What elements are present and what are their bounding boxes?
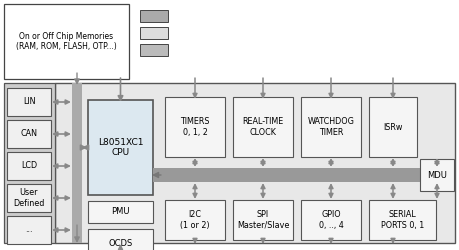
Bar <box>55 83 454 243</box>
Text: SPI
Master/Slave: SPI Master/Slave <box>236 210 289 230</box>
Text: L8051XC1
CPU: L8051XC1 CPU <box>98 138 143 157</box>
Text: OCDS: OCDS <box>108 238 132 248</box>
Text: LIN: LIN <box>22 98 35 106</box>
Bar <box>233 200 292 240</box>
Bar <box>88 100 153 195</box>
Bar <box>233 97 292 157</box>
Text: On or Off Chip Memories
(RAM, ROM, FLASH, OTP...): On or Off Chip Memories (RAM, ROM, FLASH… <box>16 32 117 51</box>
Text: User
Defined: User Defined <box>13 188 45 208</box>
Text: ISRw: ISRw <box>382 122 402 132</box>
Text: TIMERS
0, 1, 2: TIMERS 0, 1, 2 <box>180 117 209 137</box>
Bar <box>7 152 51 180</box>
Bar <box>419 159 453 191</box>
Bar <box>7 216 51 244</box>
Bar <box>4 4 129 79</box>
Bar <box>7 88 51 116</box>
Text: REAL-TIME
CLOCK: REAL-TIME CLOCK <box>242 117 283 137</box>
Text: GPIO
0, .., 4: GPIO 0, .., 4 <box>318 210 342 230</box>
Bar <box>7 120 51 148</box>
Text: CAN: CAN <box>21 130 38 138</box>
Bar <box>140 44 168 56</box>
Text: I2C
(1 or 2): I2C (1 or 2) <box>180 210 209 230</box>
Bar <box>300 97 360 157</box>
Text: SERIAL
PORTS 0, 1: SERIAL PORTS 0, 1 <box>380 210 423 230</box>
Bar <box>72 83 82 243</box>
Text: LCD: LCD <box>21 162 37 170</box>
Bar <box>368 200 435 240</box>
Bar <box>140 27 168 39</box>
Bar <box>300 200 360 240</box>
Bar <box>4 83 55 243</box>
Bar <box>88 229 153 250</box>
Bar <box>165 97 224 157</box>
Bar <box>153 168 453 182</box>
Bar <box>88 201 153 223</box>
Text: PMU: PMU <box>111 208 129 216</box>
Bar <box>368 97 416 157</box>
Bar <box>7 184 51 212</box>
Bar <box>165 200 224 240</box>
Text: ...: ... <box>25 226 33 234</box>
Text: WATCHDOG
TIMER: WATCHDOG TIMER <box>307 117 354 137</box>
Text: MDU: MDU <box>426 170 446 179</box>
Bar <box>140 10 168 22</box>
